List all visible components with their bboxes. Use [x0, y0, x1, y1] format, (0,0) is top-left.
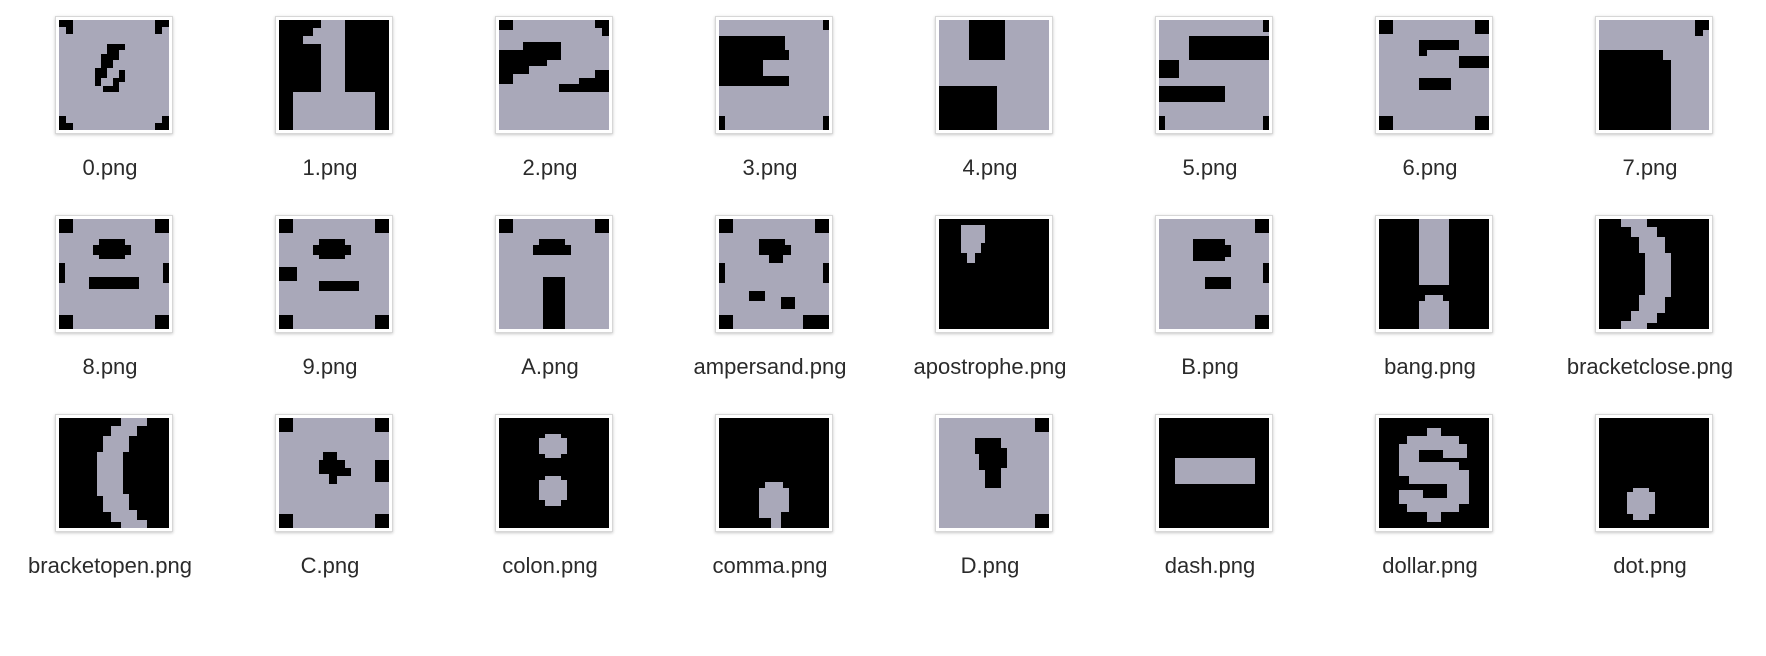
four-thumbnail-icon [935, 16, 1053, 134]
file-item[interactable]: 7.png [1540, 0, 1760, 190]
dollar-thumbnail-icon [1375, 414, 1493, 532]
six-thumbnail-icon [1375, 16, 1493, 134]
file-name: 3.png [742, 155, 798, 180]
file-item[interactable]: 3.png [660, 0, 880, 190]
file-item[interactable]: D.png [880, 398, 1100, 588]
file-name: 7.png [1622, 155, 1678, 180]
file-name: dot.png [1613, 553, 1687, 578]
five-thumbnail-icon [1155, 16, 1273, 134]
file-name: apostrophe.png [913, 354, 1067, 379]
file-item[interactable]: bang.png [1320, 199, 1540, 389]
dot-thumbnail-icon [1595, 414, 1713, 532]
file-item[interactable]: dash.png [1100, 398, 1320, 588]
file-item[interactable]: bracketclose.png [1540, 199, 1760, 389]
file-item[interactable]: 2.png [440, 0, 660, 190]
letter-a-thumbnail-icon [495, 215, 613, 333]
letter-c-thumbnail-icon [275, 414, 393, 532]
file-name: dollar.png [1382, 553, 1478, 578]
dash-thumbnail-icon [1155, 414, 1273, 532]
file-name: colon.png [502, 553, 598, 578]
file-name: 4.png [962, 155, 1018, 180]
file-name: A.png [521, 354, 579, 379]
exclamation-thumbnail-icon [1375, 215, 1493, 333]
eight-thumbnail-icon [55, 215, 173, 333]
file-name: 8.png [82, 354, 138, 379]
comma-thumbnail-icon [715, 414, 833, 532]
file-name: 5.png [1182, 155, 1238, 180]
file-item[interactable]: 5.png [1100, 0, 1320, 190]
file-name: 6.png [1402, 155, 1458, 180]
file-name: comma.png [712, 553, 828, 578]
nine-thumbnail-icon [275, 215, 393, 333]
file-name: B.png [1181, 354, 1239, 379]
file-name: ampersand.png [693, 354, 847, 379]
letter-b-thumbnail-icon [1155, 215, 1273, 333]
bracket-close-thumbnail-icon [1595, 215, 1713, 333]
bracket-open-thumbnail-icon [55, 414, 173, 532]
file-item[interactable]: ampersand.png [660, 199, 880, 389]
file-item[interactable]: comma.png [660, 398, 880, 588]
file-item[interactable]: 6.png [1320, 0, 1540, 190]
file-name: dash.png [1164, 553, 1256, 578]
colon-thumbnail-icon [495, 414, 613, 532]
one-thumbnail-icon [275, 16, 393, 134]
file-name: 1.png [302, 155, 358, 180]
file-item[interactable]: C.png [220, 398, 440, 588]
file-name: 2.png [522, 155, 578, 180]
ampersand-thumbnail-icon [715, 215, 833, 333]
file-name: bracketopen.png [28, 553, 192, 578]
file-item[interactable]: 8.png [0, 199, 220, 389]
file-item[interactable]: dot.png [1540, 398, 1760, 588]
file-name: C.png [300, 553, 360, 578]
file-item[interactable]: 4.png [880, 0, 1100, 190]
file-item[interactable]: bracketopen.png [0, 398, 220, 588]
file-name: 9.png [302, 354, 358, 379]
file-name: bang.png [1384, 354, 1476, 379]
file-item[interactable]: colon.png [440, 398, 660, 588]
file-name: bracketclose.png [1566, 354, 1734, 379]
three-thumbnail-icon [715, 16, 833, 134]
file-item[interactable]: dollar.png [1320, 398, 1540, 588]
seven-thumbnail-icon [1595, 16, 1713, 134]
file-item[interactable]: 9.png [220, 199, 440, 389]
file-name: D.png [960, 553, 1020, 578]
apostrophe-thumbnail-icon [935, 215, 1053, 333]
file-name: 0.png [82, 155, 138, 180]
two-thumbnail-icon [495, 16, 613, 134]
file-item[interactable]: B.png [1100, 199, 1320, 389]
file-item[interactable]: 0.png [0, 0, 220, 190]
file-item[interactable]: apostrophe.png [880, 199, 1100, 389]
zero-thumbnail-icon [55, 16, 173, 134]
letter-d-thumbnail-icon [935, 414, 1053, 532]
file-item[interactable]: 1.png [220, 0, 440, 190]
file-item[interactable]: A.png [440, 199, 660, 389]
